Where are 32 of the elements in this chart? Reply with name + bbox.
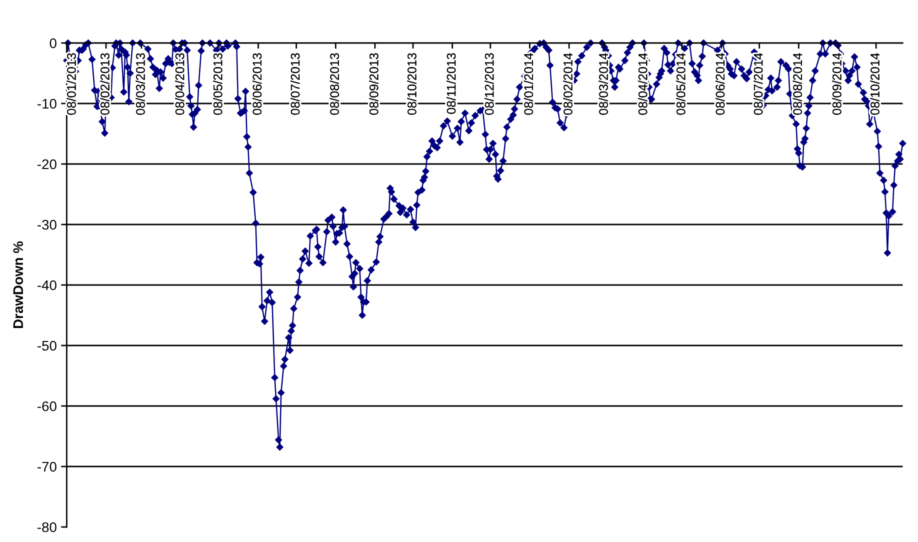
x-tick-label: 08/07/2013 <box>290 53 300 115</box>
y-tick-label: -50 <box>38 340 56 351</box>
x-tick-label: 08/04/2014 <box>638 53 648 115</box>
x-tick-label: 08/10/2014 <box>870 53 880 115</box>
x-tick-label: 08/08/2013 <box>330 53 339 115</box>
x-tick-label: 08/04/2013 <box>175 53 184 115</box>
y-tick-label: -70 <box>38 462 56 472</box>
x-tick-label: 08/06/2013 <box>252 53 262 115</box>
x-tick-label: 08/08/2014 <box>792 53 802 115</box>
x-tick-label: 08/07/2014 <box>754 53 763 115</box>
x-tick-label: 08/03/2014 <box>598 53 608 115</box>
x-tick-label: 08/03/2013 <box>136 53 145 115</box>
y-axis-title: DrawDown % <box>13 241 24 328</box>
x-tick-label: 08/10/2013 <box>407 53 416 115</box>
y-tick-label: -40 <box>38 280 56 290</box>
y-tick-label: -80 <box>38 522 56 532</box>
x-tick-label: 08/01/2014 <box>524 53 534 115</box>
y-tick-label: 0 <box>50 38 56 48</box>
x-tick-label: 08/12/2013 <box>484 53 494 115</box>
x-tick-label: 08/11/2013 <box>446 53 456 114</box>
y-tick-label: -10 <box>38 98 56 109</box>
x-tick-label: 08/05/2014 <box>676 53 686 115</box>
x-tick-label: 08/01/2013 <box>66 53 76 115</box>
y-tick-label: -30 <box>38 220 56 230</box>
x-tick-label: 08/05/2013 <box>213 53 222 115</box>
x-tick-label: 08/06/2014 <box>715 53 725 115</box>
x-tick-label: 08/02/2013 <box>100 53 110 115</box>
y-tick-label: -20 <box>38 159 56 170</box>
x-tick-label: 08/02/2014 <box>563 53 572 115</box>
x-tick-label: 08/09/2014 <box>832 53 842 115</box>
x-tick-label: 08/09/2013 <box>369 53 378 115</box>
y-tick-label: -60 <box>38 401 56 412</box>
